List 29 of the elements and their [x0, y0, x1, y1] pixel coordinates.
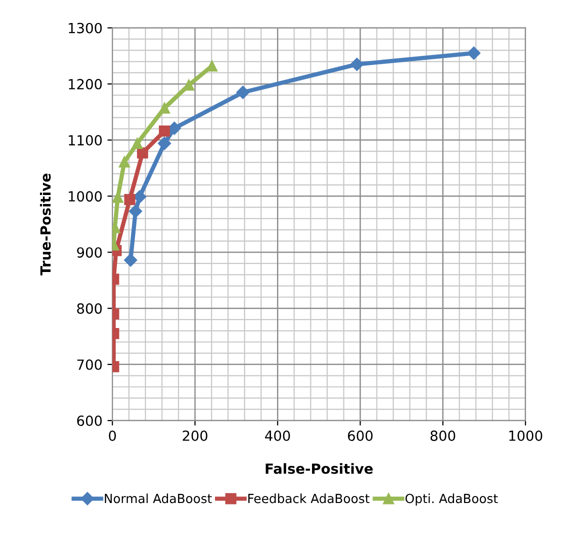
y-tick-label: 900	[77, 247, 102, 258]
y-tick-label: 700	[77, 359, 102, 370]
point	[118, 156, 130, 168]
x-tick-label: 800	[430, 430, 456, 442]
point	[467, 46, 480, 60]
point	[124, 254, 138, 267]
y-tick-label: 1100	[68, 135, 102, 146]
x-tick-label: 600	[348, 430, 373, 442]
y-tick-label: 1300	[68, 22, 102, 34]
point	[158, 102, 170, 114]
legend-label: Normal AdaBoost	[104, 494, 212, 504]
legend-label: Opti. AdaBoost	[406, 494, 498, 506]
point	[158, 136, 172, 150]
x-tick-label: 1000	[509, 430, 542, 442]
y-tick-label: 800	[77, 303, 102, 314]
x-tick-label: 400	[265, 430, 290, 442]
y-tick-label: 1000	[68, 191, 102, 202]
point	[133, 190, 146, 204]
y-tick-label: 600	[77, 416, 102, 426]
x-tick-label: 0	[108, 430, 116, 442]
x-tick-label: 200	[182, 430, 208, 442]
legend-label: Feedback AdaBoost	[248, 494, 370, 504]
y-tick-label: 1200	[68, 78, 102, 90]
point	[350, 58, 364, 71]
point	[128, 204, 142, 218]
point	[236, 86, 250, 99]
y-axis-title: True-Positive	[40, 174, 51, 276]
x-axis-title: False-Positive	[266, 463, 373, 474]
point	[132, 138, 143, 149]
